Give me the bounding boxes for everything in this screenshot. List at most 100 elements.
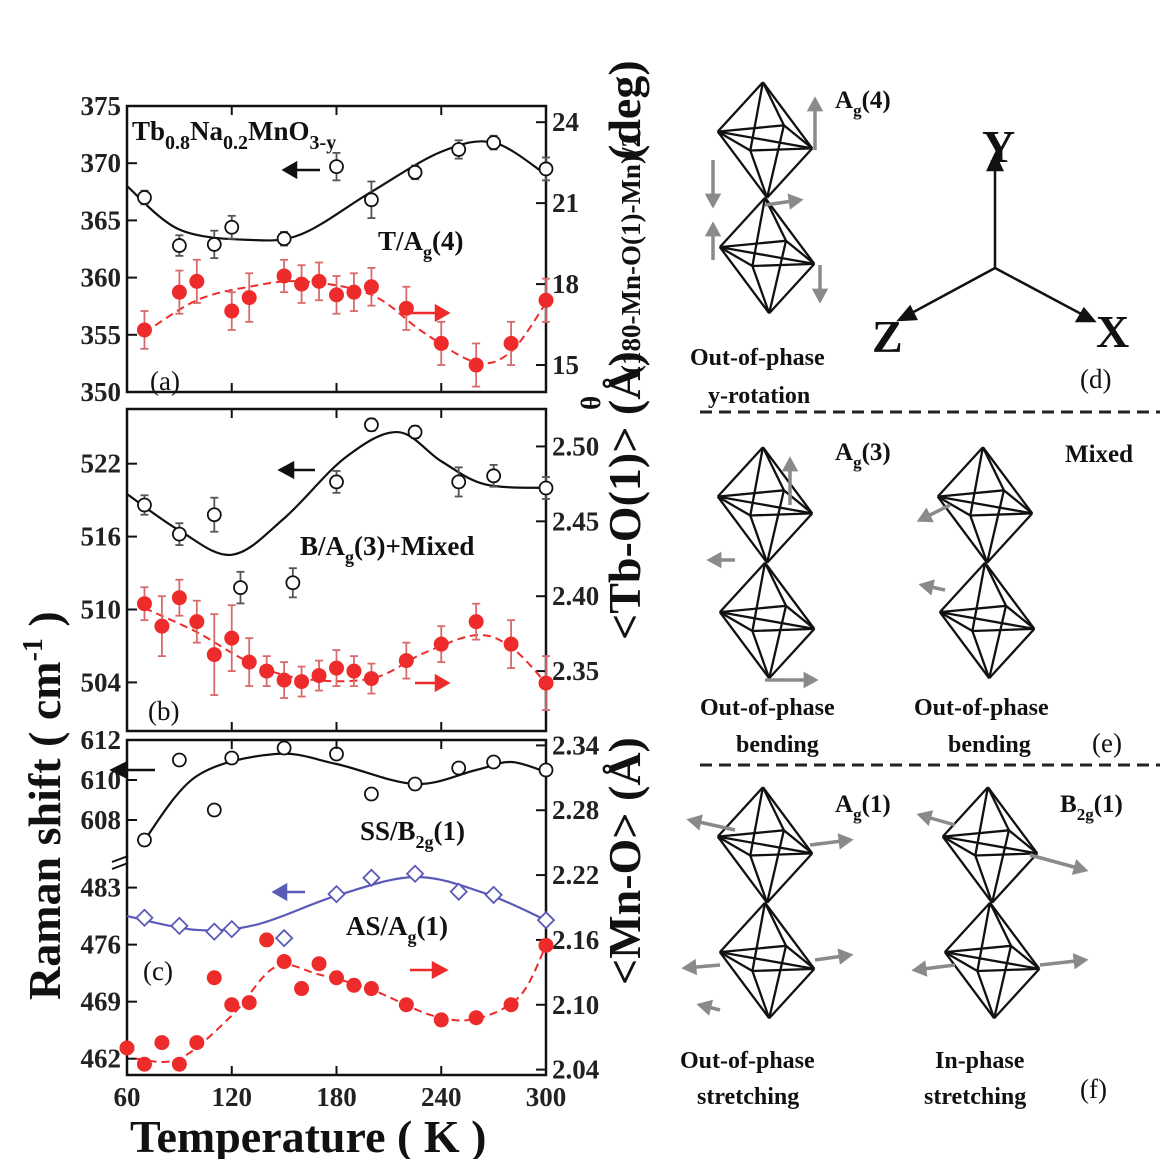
arrow-e-r-1 xyxy=(916,503,951,523)
a-right-label-1: 18 xyxy=(552,269,579,299)
octahedron-f-right-upper-edge-6 xyxy=(974,855,994,904)
octahedron-f-left-lower-edge-7 xyxy=(768,945,788,1019)
octahedron-f-left-upper-edge-5 xyxy=(766,852,814,904)
octahedron-e-left-lower-edge-3 xyxy=(763,562,788,607)
caption-e-right-line2: bending xyxy=(948,732,1031,758)
caption-d-line1: Out-of-phase xyxy=(690,345,825,371)
c-left-lower-label-3: 483 xyxy=(81,873,122,903)
octahedron-e-left-upper-edge-2 xyxy=(749,447,765,516)
caption-e-left-line1: Out-of-phase xyxy=(700,695,835,721)
right-axis-title-a-theta: θ xyxy=(576,396,606,410)
c-series-open-point-9 xyxy=(486,754,502,770)
b-series-filled-point-3 xyxy=(189,614,205,630)
axis-y-label: Y xyxy=(982,121,1015,172)
arrow-d-2 xyxy=(704,160,722,209)
a-series-filled-point-15 xyxy=(538,292,554,308)
octahedron-d-lower-edge-12 xyxy=(719,245,815,266)
mode-label-f-left: Ag(1) xyxy=(835,791,891,824)
compound-label: Tb0.8Na0.2MnO3-y xyxy=(132,116,336,154)
octahedron-e-left-upper-edge-0 xyxy=(716,446,764,498)
octahedron-e-left-upper-edge-11 xyxy=(717,489,785,498)
octahedron-f-left-lower-edge-6 xyxy=(751,970,771,1019)
arrow-e-l-3 xyxy=(706,551,735,569)
b-series-open-point-1 xyxy=(171,526,187,542)
caption-f-left-line2: stretching xyxy=(697,1084,799,1110)
octahedron-d-upper-edge-5 xyxy=(766,147,814,199)
c-series-filled-point-1 xyxy=(136,1056,152,1072)
a-series-open-point-3 xyxy=(224,219,240,235)
a-series-filled-point-8 xyxy=(329,287,344,303)
a-left-label-5: 375 xyxy=(81,91,122,121)
octahedron-d-lower-edge-5 xyxy=(768,263,816,315)
x-tick-label-4: 300 xyxy=(526,1082,567,1112)
octahedron-f-right-lower-edge-6 xyxy=(976,970,996,1019)
c-right-label-1: 2.10 xyxy=(552,990,599,1020)
octahedron-f-left-lower-edge-2 xyxy=(751,902,767,972)
arrow-right-a xyxy=(410,303,451,323)
c-series-diamond xyxy=(126,864,556,948)
c-series-open-fit xyxy=(143,752,547,841)
octahedron-d-upper-edge-1 xyxy=(761,81,814,150)
b-series-filled-point-16 xyxy=(468,614,484,630)
c-series-filled xyxy=(119,932,554,1072)
a-series-open-point-9 xyxy=(486,135,502,151)
octahedron-f-left-lower-edge-12 xyxy=(719,950,815,971)
c-series-filled-point-17 xyxy=(468,1010,484,1026)
octahedron-e-right-upper-edge-2 xyxy=(969,447,985,516)
a-series-filled-point-3 xyxy=(224,303,240,319)
a-series-open-point-7 xyxy=(407,164,423,180)
octahedron-d-upper-edge-11 xyxy=(717,124,785,133)
c-series-diamond-point-2 xyxy=(205,922,224,941)
octahedron-f-right-lower-edge-5 xyxy=(993,968,1041,1020)
b-series-open xyxy=(126,417,554,605)
plots-area: 350 355 360 365 370 375 15 18 21 24 504 510 516 522 2.… xyxy=(81,91,600,1112)
octahedron-f-right-upper-edge-11 xyxy=(942,829,1010,838)
octahedron-e-left-lower-edge-2 xyxy=(751,562,767,632)
octahedron-e-left-lower-edge-0 xyxy=(719,561,766,613)
a-series-filled-point-11 xyxy=(398,300,414,316)
octahedron-f-right-upper-edge-10 xyxy=(1008,829,1038,855)
octahedron-f-left-upper-edge-7 xyxy=(765,830,786,904)
a-series-filled-point-10 xyxy=(363,279,379,295)
a-series-filled-point-13 xyxy=(468,357,484,373)
octahedron-e-right-lower-edge-10 xyxy=(1005,604,1036,630)
octahedron-d-upper-edge-2 xyxy=(749,82,765,151)
c-series-open-point-5 xyxy=(329,746,344,762)
mode-label-d: Ag(4) xyxy=(835,87,891,120)
arrow-f-l-3 xyxy=(681,958,721,976)
a-left-label-3: 365 xyxy=(81,205,122,235)
octahedron-e-right-lower-edge-5 xyxy=(988,628,1036,680)
b-right-label-3: 2.50 xyxy=(552,431,599,461)
arrow-d-4-head xyxy=(704,221,722,237)
octahedron-f-right-upper-edge-1 xyxy=(986,786,1039,855)
octahedron-e-left-lower-edge-6 xyxy=(751,630,771,679)
c-right-label-3: 2.22 xyxy=(552,860,599,890)
octahedron-f-left-lower-edge-3 xyxy=(763,902,788,947)
c-series-diamond-point-3 xyxy=(222,919,242,939)
octahedron-f-right-upper-edge-8 xyxy=(942,835,976,857)
octahedron-d xyxy=(716,81,816,315)
c-series-open-point-3 xyxy=(224,750,240,766)
c-left-upper-label-0: 608 xyxy=(81,805,122,835)
octahedron-e-right-upper-edge-12 xyxy=(937,495,1033,515)
octahedron-e-left-upper-edge-9 xyxy=(750,512,813,517)
octahedron-e-left-lower-edge-8 xyxy=(719,611,753,632)
arrow-d-4 xyxy=(704,221,722,260)
octahedron-e-right-lower-edge-0 xyxy=(939,561,986,613)
octahedron-f-left-lower-edge-11 xyxy=(719,944,787,954)
octahedron-e-right-upper-edge-11 xyxy=(937,489,1005,498)
arrow-f-l-3-head xyxy=(681,958,698,976)
c-series-diamond-point-5 xyxy=(327,884,346,904)
octahedron-e-left-upper-edge-8 xyxy=(717,495,751,517)
c-series-filled-point-12 xyxy=(329,970,344,986)
a-series-filled-point-1 xyxy=(171,284,187,300)
arrow-e-r-2 xyxy=(918,579,946,596)
b-series-open-point-8 xyxy=(451,474,467,490)
c-series-open xyxy=(137,740,554,848)
octahedron-f-left-lower-edge-9 xyxy=(752,967,815,973)
right-axis-title-a-sub: (180-Mn-O(1)-Mn)/2 xyxy=(616,134,646,374)
caption-d-line2: y-rotation xyxy=(708,383,810,409)
octahedron-e-right-upper-edge-1 xyxy=(981,446,1034,515)
octahedron-e-right-lower-edge-6 xyxy=(971,630,991,679)
arrow-f-r-3 xyxy=(911,960,956,977)
